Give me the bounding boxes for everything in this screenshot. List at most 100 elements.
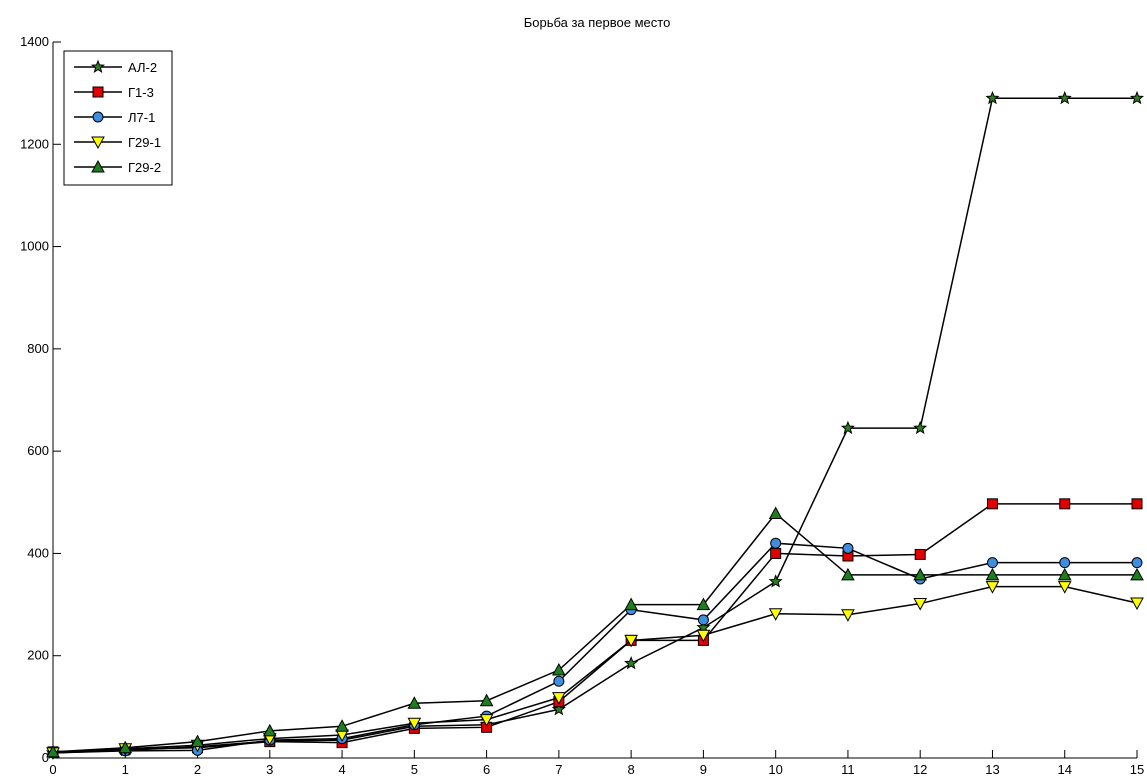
data-point: [407, 717, 422, 731]
legend-item: АЛ-2: [74, 59, 157, 75]
x-tick-label: 5: [411, 762, 418, 777]
x-tick-label: 13: [985, 762, 999, 777]
legend-item: Г29-1: [74, 135, 161, 150]
data-point: [1130, 597, 1144, 611]
y-tick-label: 1200: [20, 136, 49, 151]
data-point: [335, 719, 349, 732]
series-line: [52, 97, 1137, 754]
data-point: [551, 702, 566, 716]
series-4: [46, 506, 1144, 758]
legend-item: Г1-3: [74, 85, 154, 100]
series-line: [52, 542, 1137, 754]
x-tick-label: 1: [122, 762, 129, 777]
axes: 0 1 2 3 4 5 6 7 8 9 10 11 12 13 14 15020040060080010001…: [20, 34, 1144, 777]
y-tick-label: 400: [27, 545, 49, 560]
y-tick-label: 600: [27, 443, 49, 458]
data-point: [986, 498, 998, 510]
y-tick-label: 1400: [20, 34, 49, 49]
series-2: [47, 537, 1143, 759]
legend-label: Г1-3: [128, 85, 154, 100]
x-tick-label: 15: [1130, 762, 1144, 777]
x-tick-label: 14: [1057, 762, 1071, 777]
x-tick-label: 7: [555, 762, 562, 777]
data-point: [913, 420, 928, 435]
series-line: [52, 512, 1137, 753]
data-point: [1057, 567, 1072, 581]
data-point: [1059, 557, 1071, 569]
data-point: [768, 608, 783, 621]
x-tick-label: 10: [768, 762, 782, 777]
chart-title: Борьба за первое место: [524, 15, 671, 30]
series-1: [47, 498, 1143, 758]
x-tick-label: 8: [628, 762, 635, 777]
legend-label: АЛ-2: [128, 60, 157, 75]
y-tick-label: 800: [27, 341, 49, 356]
y-tick-label: 200: [27, 648, 49, 663]
legend-box: [63, 50, 173, 186]
legend-marker: [92, 86, 104, 98]
x-tick-label: 2: [194, 762, 201, 777]
series-line: [52, 503, 1137, 753]
data-point: [1059, 498, 1071, 510]
legend-item: Л7-1: [74, 110, 155, 125]
data-point: [479, 714, 494, 727]
data-point: [841, 609, 855, 622]
legend-marker: [90, 59, 106, 73]
data-point: [552, 692, 566, 705]
data-point: [913, 598, 928, 611]
data-point: [1130, 567, 1144, 581]
x-tick-label: 9: [700, 762, 707, 777]
x-tick-label: 3: [266, 762, 273, 777]
x-tick-label: 12: [913, 762, 927, 777]
data-point: [1131, 498, 1143, 510]
legend: АЛ-2 Г1-3 Л7-1 Г29-1 Г29-2: [63, 50, 173, 186]
series-line: [52, 585, 1138, 754]
x-tick-label: 0: [49, 762, 56, 777]
data-point: [840, 420, 855, 435]
data-point: [985, 567, 1000, 581]
data-point: [624, 634, 638, 648]
legend-label: Г29-1: [128, 135, 161, 150]
legend-marker: [92, 111, 104, 123]
data-point: [913, 567, 928, 581]
data-point: [986, 557, 998, 569]
data-point: [552, 662, 566, 676]
data-point: [1057, 581, 1072, 594]
x-tick-label: 6: [483, 762, 490, 777]
data-point: [985, 90, 1000, 105]
legend-label: Г29-2: [128, 160, 161, 175]
x-tick-label: 11: [841, 762, 855, 777]
legend-marker: [91, 136, 105, 150]
data-point: [768, 506, 783, 520]
data-point: [696, 629, 711, 643]
data-point: [1131, 557, 1143, 569]
y-tick-label: 0: [42, 750, 49, 765]
data-point: [624, 597, 638, 611]
data-point: [841, 567, 855, 581]
legend-item: Г29-2: [74, 159, 161, 175]
data-point: [190, 734, 205, 748]
data-point: [1057, 90, 1072, 105]
data-point: [697, 614, 709, 626]
data-point: [770, 537, 782, 549]
data-point: [768, 574, 783, 588]
legend-marker: [91, 159, 105, 173]
legend-label: Л7-1: [128, 110, 155, 125]
data-point: [624, 656, 639, 670]
y-tick-label: 1000: [20, 239, 49, 254]
data-point: [553, 675, 565, 687]
data-point: [770, 547, 782, 559]
data-point: [696, 597, 711, 611]
data-point: [985, 581, 1000, 594]
series-layer: [45, 90, 1145, 760]
data-point: [46, 744, 60, 758]
series-0: [45, 90, 1145, 759]
data-point: [118, 740, 133, 754]
data-point: [842, 542, 854, 554]
data-point: [1129, 90, 1145, 105]
data-point: [407, 696, 422, 709]
data-point: [262, 723, 277, 737]
x-tick-label: 4: [338, 762, 345, 777]
